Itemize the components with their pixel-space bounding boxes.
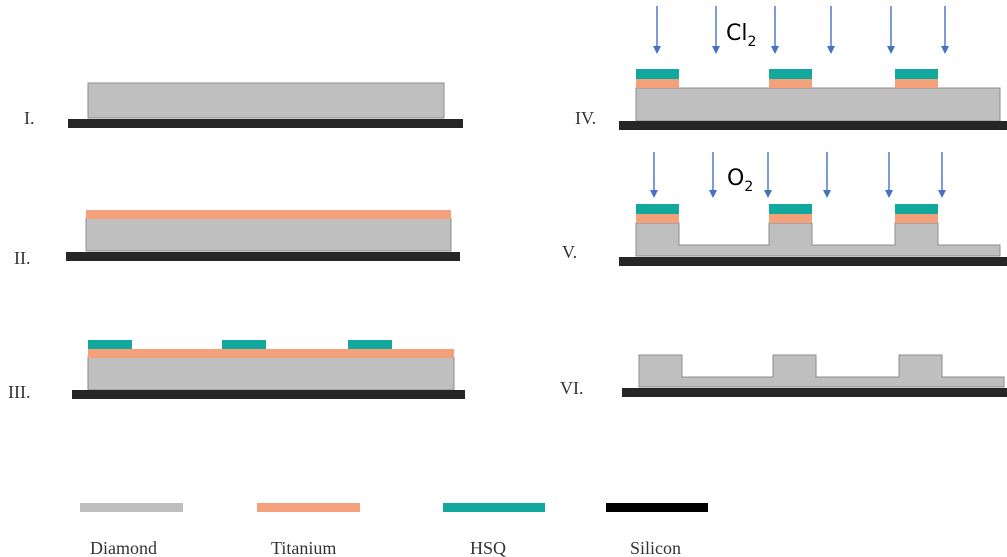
legend-swatch-diamond xyxy=(80,503,183,512)
step-4-label: IV. xyxy=(575,108,596,128)
hsq-mask xyxy=(895,204,938,214)
legend-label-hsq: HSQ xyxy=(470,538,506,557)
diamond-layer xyxy=(635,87,1001,122)
step-1: I. xyxy=(24,82,463,128)
etch-arrows xyxy=(653,6,949,54)
diamond-layer xyxy=(638,354,1005,388)
diamond-layer xyxy=(85,217,452,252)
gas-label-cl2: Cl2 xyxy=(726,21,756,50)
silicon-substrate xyxy=(619,257,1007,266)
step-1-label: I. xyxy=(24,108,35,128)
step-6-label: VI. xyxy=(560,378,584,398)
hsq-mask xyxy=(769,204,812,214)
titanium-layer xyxy=(769,79,812,88)
hsq-mask xyxy=(88,340,132,349)
legend-swatch-hsq xyxy=(443,503,545,512)
titanium-layer xyxy=(88,349,454,358)
hsq-mask xyxy=(636,69,679,79)
hsq-mask xyxy=(636,204,679,214)
titanium-layer xyxy=(769,214,812,223)
titanium-layer xyxy=(895,79,938,88)
legend: Diamond Titanium HSQ Silicon xyxy=(80,503,708,557)
titanium-layer xyxy=(636,79,679,88)
silicon-substrate xyxy=(68,119,463,128)
legend-label-silicon: Silicon xyxy=(630,538,681,557)
silicon-substrate xyxy=(72,390,465,399)
step-3: III. xyxy=(8,340,465,402)
step-5: V. O2 xyxy=(562,152,1007,266)
silicon-substrate xyxy=(66,252,460,261)
silicon-substrate xyxy=(619,121,1007,130)
silicon-substrate xyxy=(622,388,1007,397)
step-3-label: III. xyxy=(8,382,30,402)
step-5-label: V. xyxy=(562,242,577,262)
diamond-layer xyxy=(87,82,445,119)
titanium-layer xyxy=(86,210,451,219)
legend-label-diamond: Diamond xyxy=(90,538,157,557)
titanium-layer xyxy=(636,214,679,223)
legend-swatch-silicon xyxy=(606,503,708,512)
etch-arrows xyxy=(650,152,946,198)
hsq-mask xyxy=(895,69,938,79)
legend-label-titanium: Titanium xyxy=(271,538,336,557)
diamond-layer xyxy=(635,222,1001,257)
step-6: VI. xyxy=(560,354,1007,398)
gas-label-o2: O2 xyxy=(727,166,753,195)
step-2: II. xyxy=(14,210,460,268)
step-2-label: II. xyxy=(14,248,31,268)
hsq-mask xyxy=(222,340,266,349)
step-4: IV. Cl2 xyxy=(575,6,1007,130)
hsq-mask xyxy=(769,69,812,79)
diamond-layer xyxy=(87,356,455,391)
titanium-layer xyxy=(895,214,938,223)
legend-swatch-titanium xyxy=(257,503,360,512)
hsq-mask xyxy=(348,340,392,349)
